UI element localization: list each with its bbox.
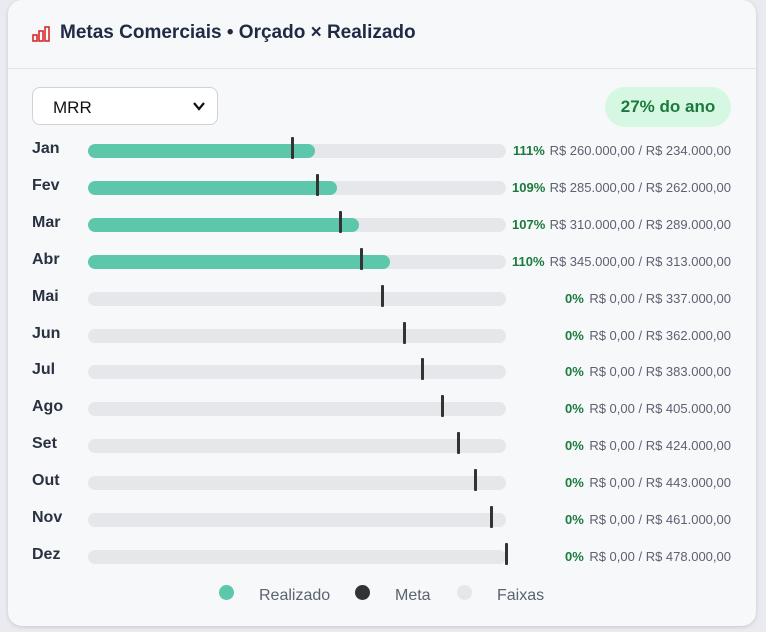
range-track bbox=[88, 217, 506, 232]
percent-label: 111% bbox=[513, 143, 545, 158]
percent-label: 109% bbox=[512, 179, 546, 195]
chart-row-set: Set R$ 0,00 / R$ 424.000,00 0% bbox=[8, 430, 756, 467]
month-label: Jul bbox=[32, 361, 56, 379]
goals-card: Metas Comerciais • Orçado × Realizado MR… bbox=[8, 0, 756, 626]
percent-label: 0% bbox=[565, 512, 584, 527]
amount-label: R$ 0,00 / R$ 443.000,00 bbox=[589, 475, 731, 491]
month-label: Fev bbox=[32, 176, 60, 194]
meta-marker bbox=[457, 432, 461, 455]
percent-label: 0% bbox=[565, 548, 584, 564]
legend-swatch-realizado bbox=[219, 585, 234, 600]
month-label: Out bbox=[32, 472, 60, 490]
percent-label: 0% bbox=[565, 475, 584, 491]
metric-select-value: MRR bbox=[53, 98, 92, 117]
month-label: Ago bbox=[32, 398, 64, 416]
chart-row-fev: Fev R$ 285.000,00 / R$ 262.000,00 109% bbox=[8, 172, 756, 209]
chart-row-jun: Jun R$ 0,00 / R$ 362.000,00 0% bbox=[8, 320, 756, 357]
percent-label: 0% bbox=[565, 290, 584, 306]
amount-label: R$ 0,00 / R$ 424.000,00 bbox=[589, 438, 731, 454]
month-label: Mai bbox=[32, 287, 59, 305]
range-track bbox=[88, 328, 506, 343]
amount-label: R$ 260.000,00 / R$ 234.000,00 bbox=[549, 143, 731, 158]
meta-marker bbox=[421, 358, 425, 381]
realizado-bar bbox=[88, 180, 338, 195]
month-label: Set bbox=[32, 435, 57, 453]
month-label: Jun bbox=[32, 324, 61, 342]
month-label: Dez bbox=[32, 545, 61, 563]
month-label: Mar bbox=[32, 213, 61, 231]
realizado-bar bbox=[88, 254, 390, 269]
legend-label-faixas: Faixas bbox=[497, 587, 545, 604]
amount-label: R$ 285.000,00 / R$ 262.000,00 bbox=[549, 179, 731, 195]
percent-label: 0% bbox=[565, 401, 584, 417]
percent-label: 110% bbox=[512, 253, 545, 269]
percent-label: 0% bbox=[565, 327, 584, 343]
legend-label-meta: Meta bbox=[395, 587, 431, 604]
range-track bbox=[88, 291, 506, 306]
month-label: Nov bbox=[32, 509, 63, 526]
meta-marker bbox=[473, 469, 477, 492]
chart-row-out: Out R$ 0,00 / R$ 443.000,00 0% bbox=[8, 467, 756, 504]
range-track bbox=[88, 365, 506, 380]
range-track bbox=[88, 513, 506, 527]
legend-swatch-meta bbox=[355, 585, 370, 600]
chart-row-ago: Ago R$ 0,00 / R$ 405.000,00 0% bbox=[8, 393, 756, 430]
amount-label: R$ 0,00 / R$ 405.000,00 bbox=[589, 401, 731, 417]
meta-marker bbox=[381, 284, 385, 307]
range-track bbox=[88, 439, 506, 454]
bar-chart-icon bbox=[32, 26, 50, 42]
amount-label: R$ 0,00 / R$ 362.000,00 bbox=[589, 327, 731, 343]
chart-row-jul: Jul R$ 0,00 / R$ 383.000,00 0% bbox=[8, 356, 756, 393]
legend-swatch-faixas bbox=[457, 585, 472, 600]
amount-label: R$ 345.000,00 / R$ 313.000,00 bbox=[549, 253, 731, 269]
card-header: Metas Comerciais • Orçado × Realizado bbox=[8, 0, 756, 69]
chart-row-mai: Mai R$ 0,00 / R$ 337.000,00 0% bbox=[8, 283, 756, 320]
range-track bbox=[88, 549, 506, 564]
meta-marker bbox=[291, 137, 295, 159]
amount-label: R$ 0,00 / R$ 337.000,00 bbox=[589, 290, 731, 306]
year-progress-badge: 27% do ano bbox=[605, 87, 731, 127]
meta-marker bbox=[403, 321, 407, 344]
chevron-down-icon bbox=[193, 102, 205, 111]
range-track bbox=[88, 402, 506, 417]
metric-select[interactable]: MRR bbox=[32, 87, 218, 125]
chart-row-mar: Mar R$ 310.000,00 / R$ 289.000,00 107% bbox=[8, 209, 756, 246]
page-title: Metas Comerciais • Orçado × Realizado bbox=[60, 22, 416, 43]
chart-row-nov: Nov R$ 0,00 / R$ 461.000,00 0% bbox=[8, 504, 756, 541]
amount-label: R$ 0,00 / R$ 383.000,00 bbox=[589, 364, 731, 380]
chart-row-jan: Jan R$ 260.000,00 / R$ 234.000,00 111% bbox=[8, 135, 756, 172]
percent-label: 0% bbox=[565, 438, 584, 454]
meta-marker bbox=[489, 506, 493, 528]
chart-row-abr: Abr R$ 345.000,00 / R$ 313.000,00 110% bbox=[8, 246, 756, 283]
meta-marker bbox=[360, 247, 364, 270]
month-label: Jan bbox=[32, 140, 60, 157]
chart-legend: Realizado Meta Faixas bbox=[8, 580, 756, 610]
amount-label: R$ 0,00 / R$ 461.000,00 bbox=[589, 512, 731, 527]
amount-label: R$ 0,00 / R$ 478.000,00 bbox=[589, 548, 731, 564]
meta-marker bbox=[504, 542, 508, 565]
percent-label: 0% bbox=[565, 364, 584, 380]
realizado-bar bbox=[88, 144, 316, 158]
meta-marker bbox=[315, 173, 319, 196]
realizado-bar bbox=[88, 217, 360, 232]
range-track bbox=[88, 180, 506, 195]
amount-label: R$ 310.000,00 / R$ 289.000,00 bbox=[549, 216, 731, 232]
range-track bbox=[88, 254, 506, 269]
legend-label-realizado: Realizado bbox=[259, 587, 331, 604]
chart-row-dez: Dez R$ 0,00 / R$ 478.000,00 0% bbox=[8, 541, 756, 578]
range-track bbox=[88, 144, 506, 158]
month-label: Abr bbox=[32, 250, 60, 268]
range-track bbox=[88, 476, 506, 491]
meta-marker bbox=[440, 395, 444, 418]
percent-label: 107% bbox=[512, 216, 546, 232]
meta-marker bbox=[339, 210, 343, 233]
